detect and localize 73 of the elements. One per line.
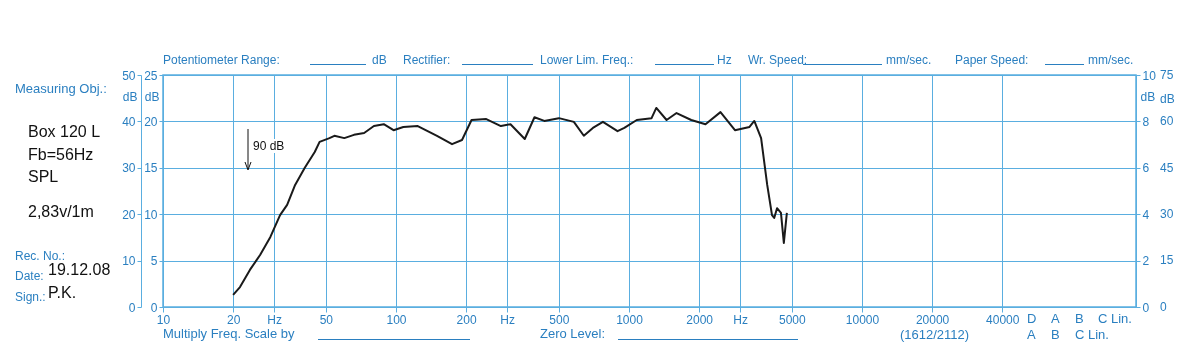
text: C Lin. [1075, 327, 1109, 342]
y3-tick-label: 5 [150, 254, 158, 269]
text: Rec. No.: [15, 249, 66, 263]
y3-axis-title: dB [144, 89, 160, 104]
y2-tick-label: 6 [1142, 161, 1150, 176]
text: Measuring Obj.: [15, 81, 107, 96]
y2-tick-label: 4 [1142, 207, 1150, 222]
y3-tick-label: 0 [150, 300, 158, 315]
text: 60 [1160, 114, 1174, 128]
text: Hz [717, 53, 732, 67]
text: Potentiometer Range: [163, 53, 280, 67]
text: 19.12.08 [48, 261, 111, 278]
y-tick-label: 20 [122, 207, 136, 222]
text: Lower Lim. Freq.: [540, 53, 634, 67]
y2-tick-label: 0 [1142, 300, 1150, 315]
y2-tick-label: 8 [1142, 114, 1150, 129]
y-tick-label: 40 [122, 114, 136, 129]
x-tick-label: 20000 [915, 312, 950, 327]
y2-tick-label: 10 [1142, 68, 1157, 83]
x-tick-label: 200 [456, 312, 477, 327]
text: A [1027, 327, 1036, 342]
y3-tick-label: 15 [144, 161, 158, 176]
x-tick-label: 500 [549, 312, 570, 327]
y-tick-label: 10 [122, 254, 136, 269]
y3-tick-label: 20 [144, 114, 158, 129]
text: B [1051, 327, 1060, 342]
text: D [1027, 311, 1037, 326]
text: 30 [1160, 207, 1174, 221]
annotation: 90 dB [251, 139, 287, 153]
text: Zero Level: [540, 326, 606, 341]
text: Sign.: [15, 290, 46, 304]
text: dB [372, 53, 387, 67]
x-tick-label: Hz [733, 312, 748, 327]
text: Wr. Speed: [748, 53, 808, 67]
text: A [1051, 311, 1060, 326]
x-tick-label: 2000 [686, 312, 714, 327]
y2-tick-label: 2 [1142, 254, 1150, 269]
text: 2,83v/1m [28, 203, 94, 220]
x-tick-label: Hz [267, 312, 282, 327]
text: (1612/2112) [900, 327, 970, 342]
text: Multiply Freq. Scale by [163, 326, 295, 341]
text: dB [1160, 92, 1175, 106]
text: Rectifier: [403, 53, 451, 67]
text: P.K. [48, 284, 77, 301]
x-tick-label: 5000 [778, 312, 807, 327]
y-tick-label: 30 [122, 161, 136, 176]
text: Fb=56Hz [28, 146, 94, 163]
text: mm/sec. [1088, 53, 1134, 67]
x-tick-label: 40000 [986, 312, 1020, 327]
text: B [1075, 311, 1084, 326]
text: Box 120 L [28, 123, 101, 140]
text: SPL [28, 168, 59, 185]
x-tick-label: 50 [319, 312, 334, 327]
text: Date: [15, 269, 44, 283]
text: C Lin. [1098, 311, 1132, 326]
x-tick-label: 10000 [845, 312, 880, 327]
text: Paper Speed: [955, 53, 1029, 67]
y-tick-label: 50 [122, 68, 136, 83]
x-tick-label: 100 [386, 312, 407, 327]
y3-tick-label: 25 [144, 68, 158, 83]
y-axis-title: dB [122, 89, 138, 104]
x-tick-label: 10 [156, 312, 171, 327]
text: 15 [1160, 253, 1174, 267]
y2-axis-title: dB [1140, 89, 1156, 104]
text: mm/sec. [886, 53, 932, 67]
y3-tick-label: 10 [144, 207, 158, 222]
text: 45 [1160, 161, 1174, 175]
y-tick-label: 0 [128, 300, 136, 315]
x-tick-label: 20 [226, 312, 241, 327]
text: 75 [1160, 68, 1174, 82]
x-tick-label: 1000 [616, 312, 644, 327]
x-tick-label: Hz [500, 312, 515, 327]
text: 0 [1160, 300, 1167, 314]
